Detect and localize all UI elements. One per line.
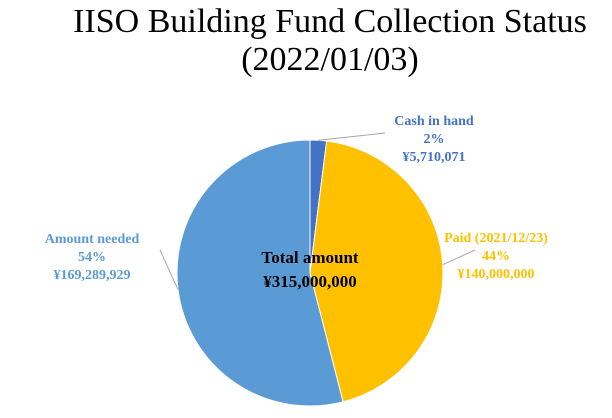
pie-slice: [176, 139, 344, 407]
amount-label: ¥169,289,929: [54, 268, 131, 283]
legend-label: Cash in hand: [394, 114, 474, 129]
chart-title: (2022/01/03): [241, 41, 419, 78]
pie-slice: [309, 140, 444, 403]
legend-label: Paid (2021/12/23): [444, 231, 548, 246]
data-label: 44%: [482, 249, 510, 264]
chart-title: IISO Building Fund Collection Status: [73, 3, 587, 40]
amount-label: ¥140,000,000: [458, 267, 535, 282]
legend-label: Amount needed: [45, 232, 140, 247]
data-label: 54%: [78, 250, 106, 265]
leader-line: [442, 249, 476, 266]
data-label: 2%: [424, 132, 445, 147]
center-label: Total amount: [261, 248, 358, 267]
leader-line: [159, 249, 179, 290]
amount-label: ¥5,710,071: [403, 150, 466, 165]
leader-line: [318, 132, 386, 141]
center-value: ¥315,000,000: [263, 272, 357, 291]
